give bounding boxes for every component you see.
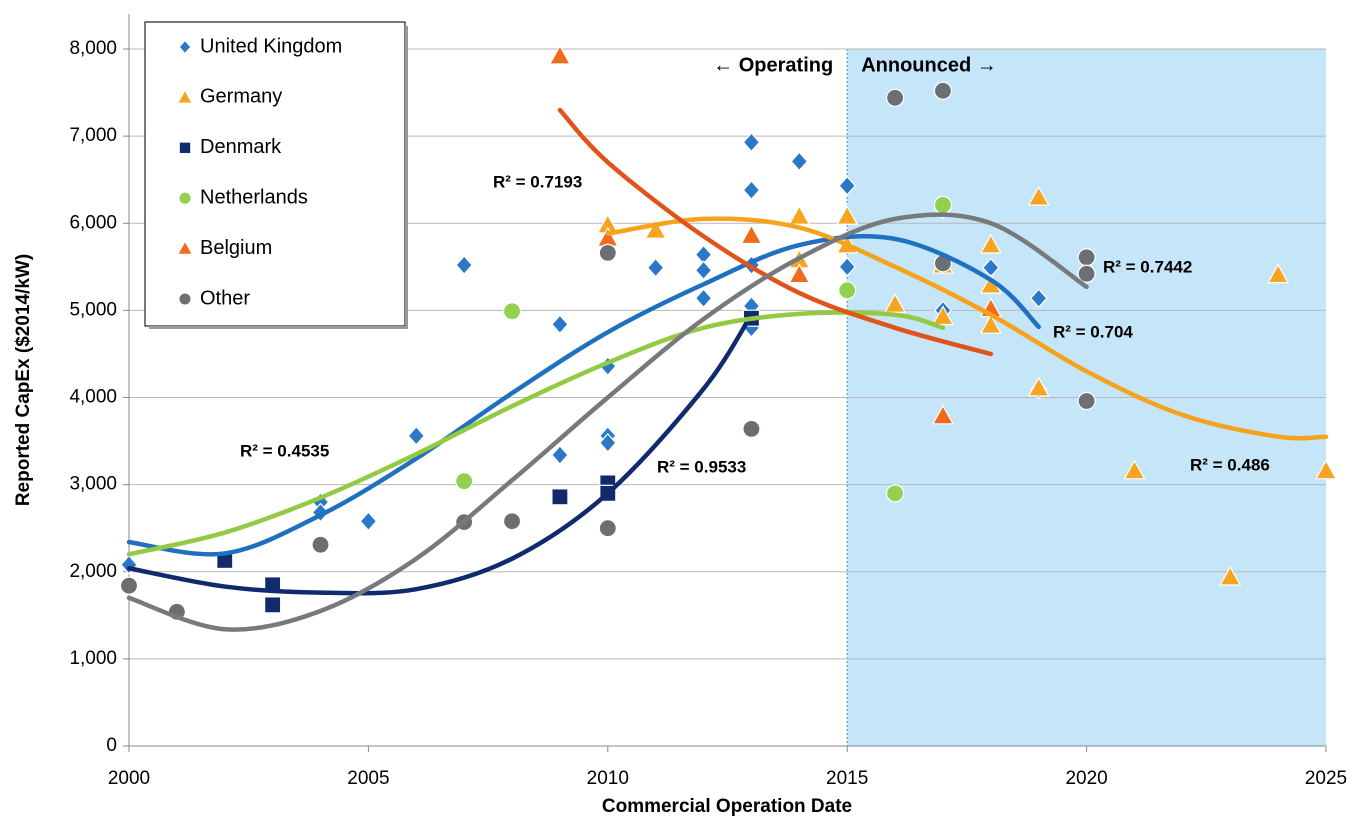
point: [1029, 288, 1048, 309]
legend-label: Other: [200, 287, 250, 309]
legend-label: Denmark: [200, 136, 282, 158]
annotation: Announced →: [861, 54, 997, 76]
point: [933, 195, 953, 215]
x-tick-label: 2025: [1305, 768, 1347, 789]
legend-marker: [177, 89, 193, 104]
point: [551, 314, 569, 335]
point: [455, 255, 473, 275]
point: [838, 281, 857, 300]
point: [885, 484, 905, 503]
point: [838, 256, 857, 277]
point: [119, 576, 139, 595]
point: [979, 313, 1002, 334]
x-tick-label: 2000: [108, 768, 150, 789]
point: [1077, 248, 1096, 267]
point: [1267, 263, 1290, 284]
point: [598, 519, 617, 538]
legend-label: United Kingdom: [200, 35, 342, 57]
trend-line: [557, 107, 994, 357]
legend-label: Germany: [200, 86, 282, 108]
y-tick-label: 2,000: [69, 561, 117, 582]
x-axis-title: Commercial Operation Date: [602, 796, 852, 817]
x-tick-label: 2020: [1065, 768, 1107, 789]
point: [1123, 459, 1146, 480]
point: [311, 535, 330, 554]
x-tick-label: 2010: [587, 768, 629, 789]
point: [742, 180, 761, 201]
trend-line: [126, 312, 754, 596]
y-tick-label: 8,000: [69, 38, 117, 59]
trend-label: R² = 0.704: [1053, 322, 1133, 341]
trend-label: R² = 0.7442: [1103, 257, 1192, 276]
point: [644, 218, 667, 239]
y-tick-label: 4,000: [69, 387, 117, 408]
legend-marker: [178, 292, 192, 306]
point: [551, 488, 569, 506]
point: [885, 88, 905, 107]
point: [502, 512, 522, 531]
legend-shadow: [405, 26, 408, 329]
point: [1027, 376, 1050, 397]
trend-line: [126, 234, 1041, 557]
point: [598, 432, 617, 453]
trend-label: R² = 0.486: [1190, 455, 1270, 474]
point: [931, 305, 954, 326]
point: [1314, 459, 1338, 480]
point: [838, 175, 857, 196]
trend-line: [126, 310, 946, 557]
point: [1219, 565, 1242, 586]
point: [790, 151, 809, 172]
y-tick-label: 1,000: [69, 648, 117, 669]
point: [264, 596, 282, 614]
point: [1077, 264, 1096, 283]
y-tick-label: 6,000: [69, 212, 117, 233]
point: [694, 288, 713, 309]
legend-marker: [178, 191, 192, 205]
point: [742, 132, 761, 153]
point: [979, 233, 1002, 254]
trend-line: [126, 212, 1089, 632]
trend-label: R² = 0.9533: [657, 457, 746, 476]
y-axis-title: Reported CapEx ($2014/kW): [13, 254, 34, 506]
point: [1027, 185, 1050, 206]
point: [836, 205, 859, 225]
legend-label: Belgium: [200, 237, 272, 259]
point: [694, 260, 713, 281]
legend-box: [144, 21, 406, 327]
point: [740, 224, 763, 245]
point: [788, 263, 811, 284]
point: [455, 472, 474, 491]
x-tick-label: 2015: [826, 768, 868, 789]
trend-line: [605, 216, 1329, 441]
point: [788, 205, 811, 225]
legend-shadow: [149, 326, 408, 329]
point: [933, 81, 953, 100]
trend-label: R² = 0.7193: [493, 172, 582, 191]
point: [502, 302, 522, 321]
annotation: ← Operating: [713, 54, 833, 76]
point: [1077, 391, 1096, 411]
legend: United Kingdom Germany Denmark Netherlands B…: [144, 21, 408, 329]
legend-label: Netherlands: [200, 186, 308, 208]
y-tick-label: 0: [106, 735, 117, 756]
point: [884, 293, 907, 313]
point: [551, 445, 569, 465]
x-tick-label: 2005: [347, 768, 389, 789]
point: [742, 419, 761, 438]
point: [548, 44, 571, 65]
point: [646, 257, 665, 278]
y-tick-label: 5,000: [69, 299, 117, 320]
point: [931, 404, 954, 425]
legend-marker: [177, 240, 193, 255]
legend-marker: [178, 40, 192, 54]
point: [407, 425, 426, 446]
trend-label: R² = 0.4535: [240, 441, 329, 460]
y-tick-label: 7,000: [69, 125, 117, 146]
point: [598, 243, 617, 262]
legend-marker: [178, 141, 192, 154]
point: [359, 511, 378, 532]
y-tick-label: 3,000: [69, 474, 117, 495]
